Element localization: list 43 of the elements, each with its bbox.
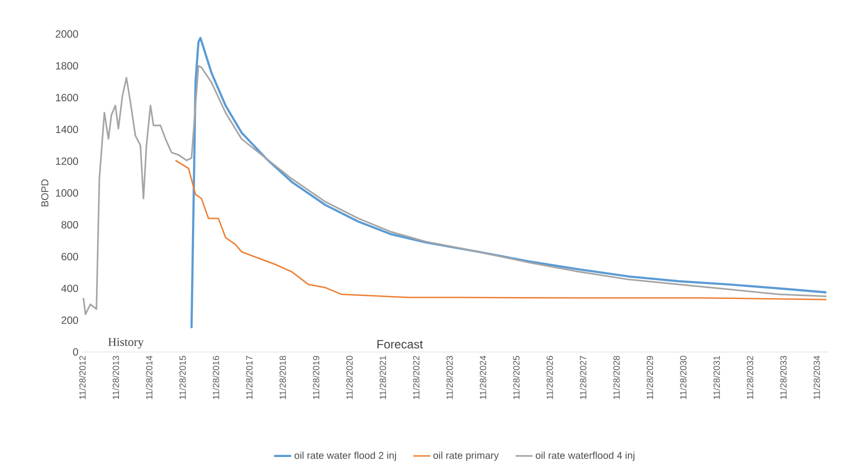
x-tick-label: 11/28/2019: [312, 356, 320, 400]
x-tick-label: 11/28/2030: [680, 356, 686, 400]
x-tick-label: 11/28/2020: [346, 356, 353, 400]
x-tick-label: 11/28/2021: [379, 356, 386, 400]
x-tick-label: 11/28/2027: [580, 356, 586, 400]
annotation: History: [108, 338, 144, 348]
x-tick-label: 11/28/2026: [546, 356, 553, 400]
x-tick-label: 11/28/2031: [713, 356, 720, 400]
line-series: [190, 36, 828, 330]
y-tick-label: 1200: [56, 158, 78, 165]
x-tick-label: 11/28/2018: [279, 356, 286, 400]
x-tick-label: 11/28/2032: [746, 356, 754, 400]
y-tick-label: 1800: [56, 62, 78, 70]
line-series: [82, 64, 828, 316]
y-tick-label: 1000: [56, 189, 78, 197]
y-tick-label: 2000: [56, 30, 78, 38]
x-tick-label: 11/28/2013: [112, 356, 120, 400]
x-tick-label: 11/28/2028: [613, 356, 620, 400]
line-series: [174, 160, 828, 300]
y-axis-title: BOPD: [41, 179, 48, 206]
y-tick-label: 800: [61, 221, 78, 229]
x-tick-label: 11/28/2025: [512, 356, 520, 400]
x-tick-label: 11/28/2033: [780, 356, 787, 400]
y-tick-label: 1600: [56, 94, 78, 102]
x-tick-label: 11/28/2012: [79, 356, 86, 400]
legend-label: oil rate water flood 2 inj: [294, 452, 396, 461]
y-tick-label: 200: [62, 316, 78, 324]
x-tick-label: 11/28/2015: [179, 356, 186, 400]
y-tick-label: 0: [73, 348, 78, 356]
annotation: Forecast: [377, 340, 423, 348]
x-tick-label: 11/28/2017: [246, 356, 253, 400]
x-tick-label: 11/28/2024: [480, 356, 486, 400]
x-tick-label: 11/28/2029: [646, 356, 654, 400]
x-tick-label: 11/28/2034: [813, 356, 820, 400]
y-tick-label: 400: [61, 284, 78, 292]
x-tick-label: 11/28/2023: [446, 356, 453, 400]
y-tick-label: 600: [62, 252, 78, 260]
x-tick-label: 11/28/2022: [412, 356, 420, 400]
x-tick-label: 11/28/2016: [212, 356, 220, 400]
x-tick-label: 11/28/2014: [146, 356, 152, 400]
legend-label: oil rate primary: [433, 452, 499, 461]
legend-label: oil rate waterflood 4 inj: [536, 452, 634, 461]
y-tick-label: 1400: [56, 126, 78, 134]
